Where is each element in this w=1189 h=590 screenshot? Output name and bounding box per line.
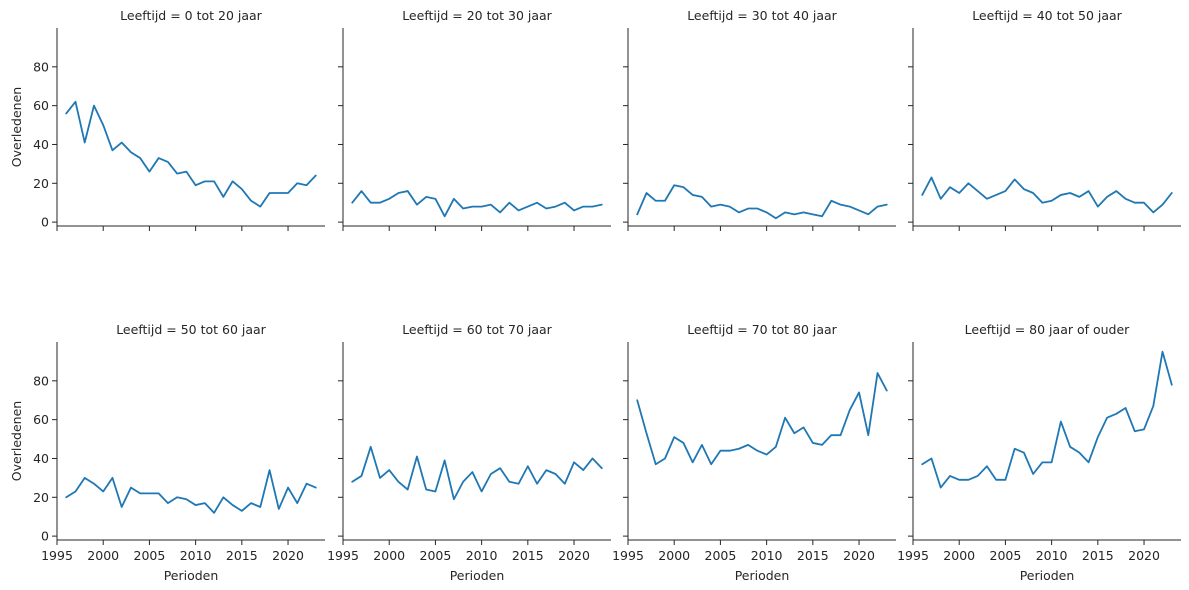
y-tick-label: 0 [41,215,49,230]
x-tick-label: 2015 [226,548,258,563]
x-tick-label: 2000 [658,548,690,563]
y-tick-label: 80 [33,373,49,388]
x-tick-label: 2010 [751,548,783,563]
panel-3-title: Leeftijd = 30 tot 40 jaar [687,8,837,23]
y-tick-label: 60 [33,98,49,113]
x-tick-label: 2015 [512,548,544,563]
x-tick-label: 2010 [1036,548,1068,563]
x-tick-label: 1995 [897,548,929,563]
panel-8-series-line [921,350,1173,489]
y-tick-label: 20 [33,176,49,191]
x-tick-label: 2020 [272,548,304,563]
y-tick-label: 40 [33,451,49,466]
panel-2-series-line [351,190,603,218]
panel-1-title: Leeftijd = 0 tot 20 jaar [120,8,263,23]
panel-7-title: Leeftijd = 70 tot 80 jaar [687,322,837,337]
x-tick-label: 2000 [373,548,405,563]
panel-2-title: Leeftijd = 20 tot 30 jaar [402,8,552,23]
x-tick-label: 2005 [134,548,166,563]
panel-4-title: Leeftijd = 40 tot 50 jaar [972,8,1122,23]
x-tick-label: 1995 [612,548,644,563]
y-tick-label: 40 [33,137,49,152]
x-tick-label: 2010 [466,548,498,563]
y-axis-label: Overledenen [9,401,24,481]
y-tick-label: 0 [41,529,49,544]
y-tick-label: 80 [33,59,49,74]
panel-8-title: Leeftijd = 80 jaar of ouder [965,322,1131,337]
x-tick-label: 2005 [990,548,1022,563]
x-axis-label: Perioden [735,568,790,583]
panel-5-series-line [65,469,317,514]
x-tick-label: 1995 [41,548,73,563]
x-tick-label: 2015 [1082,548,1114,563]
x-tick-label: 2000 [87,548,119,563]
panel-7-series-line [636,372,888,466]
panel-6-series-line [351,445,603,501]
y-axis-label: Overledenen [9,87,24,167]
x-tick-label: 2020 [843,548,875,563]
panel-5-title: Leeftijd = 50 tot 60 jaar [116,322,266,337]
y-tick-label: 20 [33,490,49,505]
x-tick-label: 2015 [797,548,829,563]
y-tick-label: 60 [33,412,49,427]
panel-1-series-line [65,100,317,208]
x-axis-label: Perioden [1020,568,1075,583]
x-tick-label: 2020 [558,548,590,563]
x-tick-label: 1995 [327,548,359,563]
panel-4-series-line [921,176,1173,214]
x-tick-label: 2020 [1128,548,1160,563]
x-tick-label: 2005 [420,548,452,563]
panel-3-series-line [636,184,888,220]
x-axis-label: Perioden [450,568,505,583]
x-tick-label: 2010 [180,548,212,563]
x-axis-label: Perioden [164,568,219,583]
panel-6-title: Leeftijd = 60 tot 70 jaar [402,322,552,337]
x-tick-label: 2000 [943,548,975,563]
x-tick-label: 2005 [705,548,737,563]
